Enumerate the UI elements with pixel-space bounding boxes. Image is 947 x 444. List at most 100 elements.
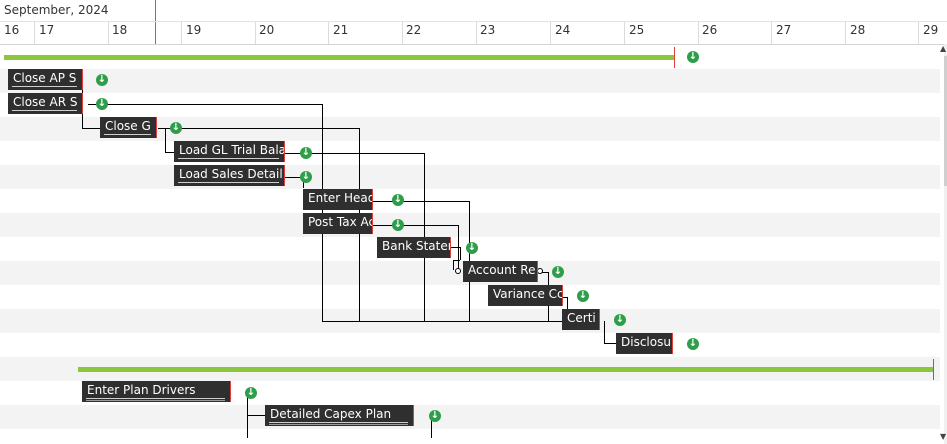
scroll-down-arrow-icon[interactable]: ▼ — [940, 432, 947, 441]
task-label: Load GL Trial Bala — [179, 143, 284, 157]
task-bar[interactable]: Close AR S — [8, 93, 82, 114]
dependency-line — [604, 321, 605, 343]
link-point — [455, 268, 461, 274]
task-end-marker — [82, 93, 83, 114]
day-tick — [771, 22, 772, 44]
task-end-marker — [450, 237, 451, 258]
task-label: Variance Cc — [493, 287, 562, 301]
dependency-line — [567, 297, 568, 309]
day-tick — [918, 22, 919, 44]
day-tick — [255, 22, 256, 44]
task-bar[interactable]: Close G — [100, 117, 156, 138]
day-tick — [108, 22, 109, 44]
gantt-row — [0, 69, 940, 93]
day-tick — [402, 22, 403, 44]
day-tick — [845, 22, 846, 44]
download-icon[interactable]: ↓ — [245, 387, 257, 399]
day-tick — [476, 22, 477, 44]
dependency-line — [285, 177, 303, 178]
gantt-row — [0, 213, 940, 237]
download-icon[interactable]: ↓ — [300, 147, 312, 159]
dependency-line — [460, 247, 461, 260]
task-bar[interactable]: Variance Cc — [488, 285, 562, 306]
download-icon[interactable]: ↓ — [170, 122, 182, 134]
dependency-line — [247, 415, 265, 416]
scroll-up-arrow-icon[interactable]: ▲ — [940, 44, 947, 53]
task-bar[interactable]: Close AP S — [8, 69, 82, 90]
download-icon[interactable]: ↓ — [96, 98, 108, 110]
task-end-marker — [156, 117, 157, 138]
dependency-line — [453, 260, 454, 270]
dependency-line — [165, 152, 175, 153]
dependency-line — [431, 416, 432, 438]
task-label: Account Re — [468, 263, 536, 277]
task-end-marker — [284, 141, 285, 162]
task-label: Close AR S — [13, 95, 78, 109]
task-bar[interactable]: Enter Head — [303, 189, 372, 210]
dependency-line — [285, 153, 424, 154]
dependency-line — [453, 260, 460, 261]
task-bar[interactable]: Certi — [562, 309, 599, 330]
download-icon[interactable]: ↓ — [577, 290, 589, 302]
task-label: Close G — [105, 119, 151, 133]
task-label: Enter Head — [308, 191, 372, 205]
vertical-scrollbar[interactable] — [944, 44, 947, 444]
download-icon[interactable]: ↓ — [687, 338, 699, 350]
gantt-row — [0, 93, 940, 117]
day-label: 21 — [333, 23, 349, 37]
download-icon[interactable]: ↓ — [429, 410, 441, 422]
download-icon[interactable]: ↓ — [466, 242, 478, 254]
day-label: 17 — [39, 23, 55, 37]
task-label: Close AP S — [13, 71, 77, 85]
task-end-marker — [230, 381, 231, 402]
download-icon[interactable]: ↓ — [552, 266, 564, 278]
download-icon[interactable]: ↓ — [392, 194, 404, 206]
task-label: Load Sales Detail — [179, 167, 283, 181]
download-icon[interactable]: ↓ — [392, 219, 404, 231]
day-label: 23 — [480, 23, 496, 37]
task-label: Post Tax Ac — [308, 215, 372, 229]
task-end-marker — [599, 309, 600, 330]
day-label: 19 — [186, 23, 202, 37]
day-label: 28 — [850, 23, 866, 37]
task-bar[interactable]: Bank Stater — [377, 237, 450, 258]
day-label: 16 — [4, 23, 20, 37]
task-label: Disclosu — [621, 335, 671, 349]
gantt-row — [0, 429, 940, 444]
task-bar[interactable]: Load GL Trial Bala — [174, 141, 284, 162]
dependency-line — [322, 321, 563, 322]
day-tick — [181, 22, 182, 44]
summary-bar[interactable] — [78, 367, 934, 372]
download-icon[interactable]: ↓ — [614, 314, 626, 326]
scrollbar-thumb[interactable] — [944, 56, 947, 186]
download-icon[interactable]: ↓ — [96, 74, 108, 86]
summary-bar[interactable] — [4, 55, 674, 60]
dependency-line — [165, 128, 166, 152]
dependency-line — [563, 297, 567, 298]
gantt-row — [0, 285, 940, 309]
task-bar[interactable]: Disclosu — [616, 333, 672, 354]
header-divider — [0, 21, 947, 22]
task-end-marker — [284, 165, 285, 186]
task-label: Certi — [567, 311, 596, 325]
download-icon[interactable]: ↓ — [687, 51, 699, 63]
task-bar[interactable]: Post Tax Ac — [303, 213, 372, 234]
task-bar[interactable]: Load Sales Detail — [174, 165, 284, 186]
task-bar[interactable]: Account Re — [463, 261, 537, 282]
task-end-marker — [562, 285, 563, 306]
day-label: 26 — [702, 23, 718, 37]
day-label: 25 — [629, 23, 645, 37]
task-bar[interactable]: Detailed Capex Plan — [265, 405, 413, 426]
gantt-row — [0, 165, 940, 189]
day-label: 27 — [776, 23, 792, 37]
task-end-marker — [372, 189, 373, 210]
gantt-row — [0, 333, 940, 357]
day-label: 22 — [406, 23, 422, 37]
deadline-marker — [933, 359, 934, 380]
month-label: September, 2024 — [4, 3, 109, 17]
download-icon[interactable]: ↓ — [300, 171, 312, 183]
dependency-line — [322, 104, 323, 321]
month-divider — [155, 0, 156, 44]
task-bar[interactable]: Enter Plan Drivers — [82, 381, 230, 402]
deadline-marker — [674, 47, 675, 68]
